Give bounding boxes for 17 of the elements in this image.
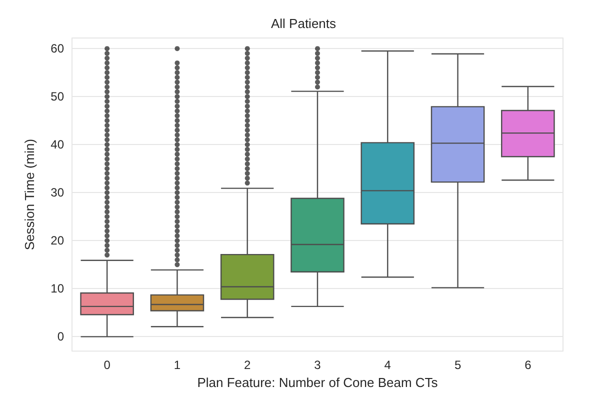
x-tick-label: 5 — [454, 358, 462, 372]
x-tick-label: 6 — [524, 358, 532, 372]
y-tick-label: 10 — [50, 282, 64, 296]
x-tick-label: 1 — [174, 358, 181, 372]
y-tick-label: 50 — [50, 90, 64, 104]
x-tick-label: 2 — [244, 358, 252, 372]
x-axis-title: Plan Feature: Number of Cone Beam CTs — [197, 375, 438, 390]
x-tick-label: 4 — [384, 358, 392, 372]
y-tick-label: 20 — [50, 234, 64, 248]
y-tick-label: 60 — [50, 42, 64, 56]
y-tick-label: 30 — [50, 186, 64, 200]
x-tick-label: 3 — [314, 358, 322, 372]
y-tick-label: 0 — [57, 330, 64, 344]
x-tick-label: 0 — [104, 358, 111, 372]
chart-title: All Patients — [270, 16, 337, 31]
y-tick-label: 40 — [50, 138, 64, 152]
y-axis-title: Session Time (min) — [22, 138, 37, 250]
